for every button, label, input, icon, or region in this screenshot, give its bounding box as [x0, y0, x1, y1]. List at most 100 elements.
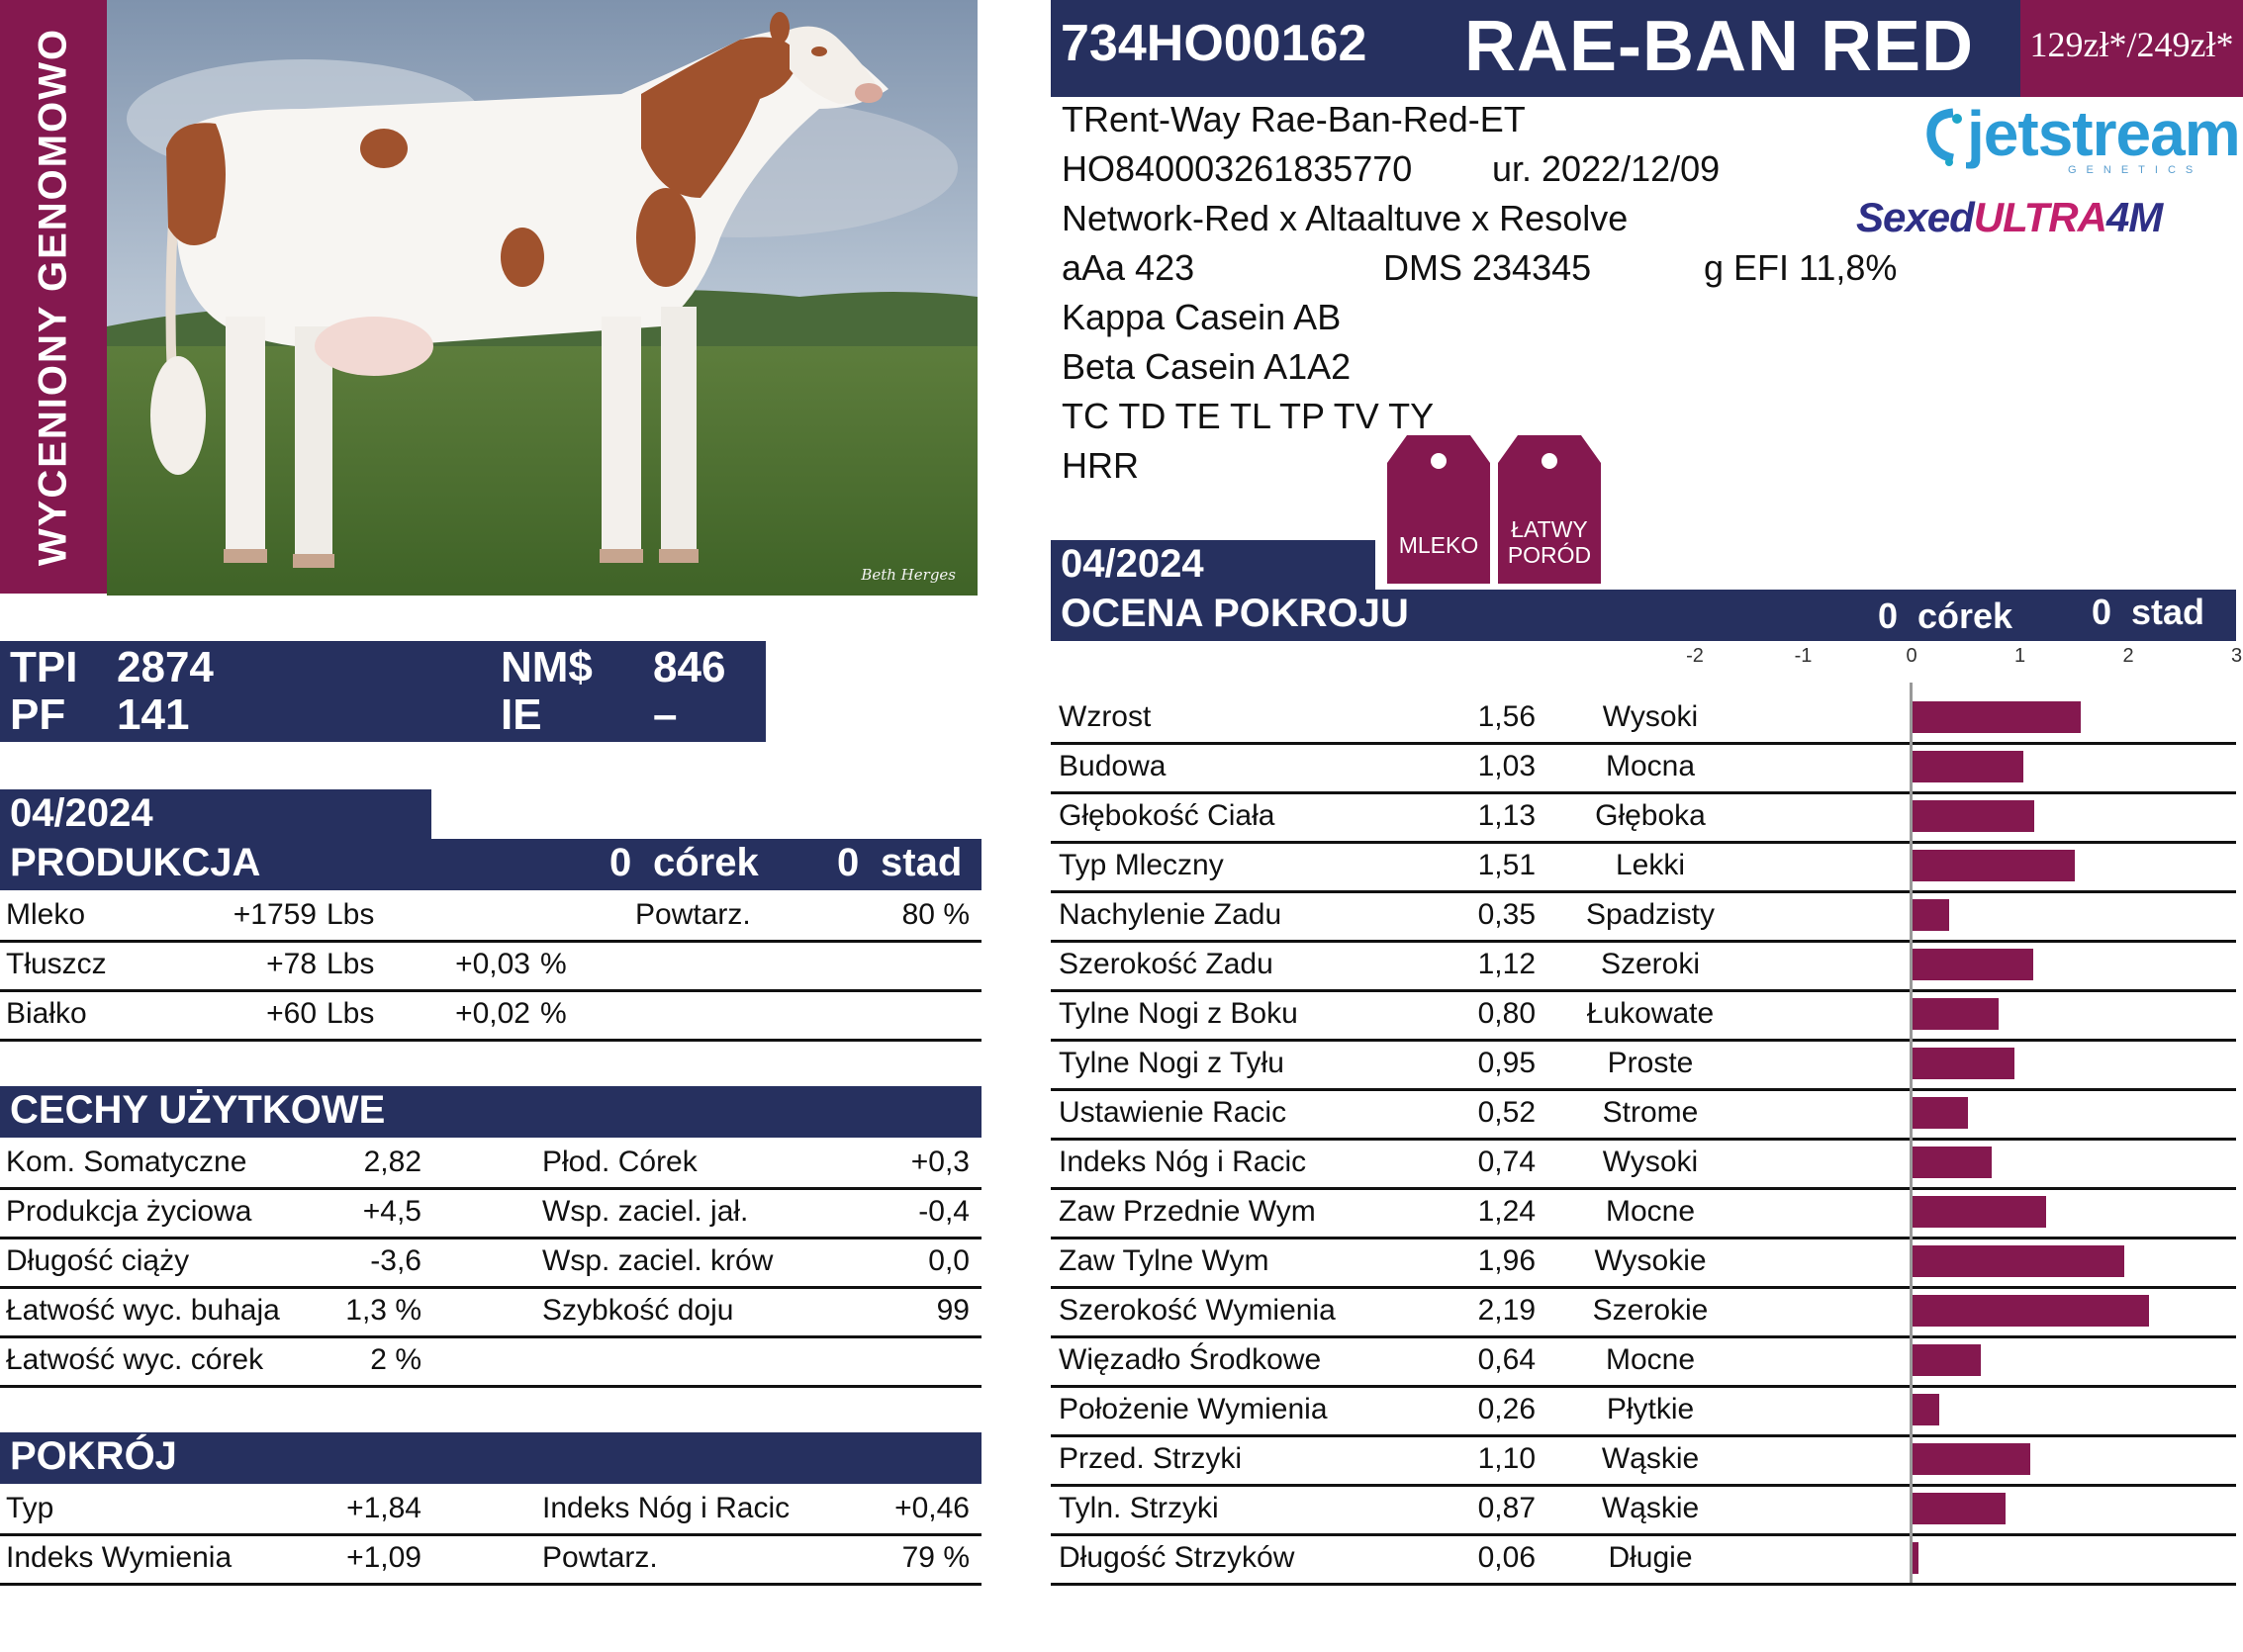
- tag-easy-calving: ŁATWY PORÓD: [1498, 435, 1601, 584]
- hrr-label: HRR: [1062, 445, 1139, 486]
- trait-description: Mocne: [1605, 1195, 1696, 1228]
- trait-value: 0,64: [1477, 1343, 1536, 1376]
- row-value: 2 %: [370, 1343, 421, 1376]
- trait-row: Typ Mleczny 1,51 Lekki: [1051, 841, 2236, 893]
- trait-description: Szerokie: [1592, 1294, 1709, 1327]
- nm-label: NM$: [501, 643, 593, 691]
- pf-value: 141: [117, 690, 190, 739]
- conformation-row: Typ +1,84 Indeks Nóg i Racic +0,46: [0, 1484, 981, 1536]
- row-pct-unit: %: [540, 948, 567, 980]
- price-text: 129zł*/249zł*: [2029, 25, 2234, 64]
- trait-value: 0,80: [1477, 997, 1536, 1030]
- sexed-text: Sexed: [1856, 194, 1975, 240]
- type-herds-label: stad: [2131, 592, 2205, 632]
- tag-milk: MLEKO: [1387, 435, 1490, 584]
- production-date-bar: 04/2024: [0, 789, 431, 841]
- production-header: PRODUKCJA 0 córek 0 stad: [0, 839, 981, 890]
- trait-description: Proste: [1607, 1047, 1694, 1079]
- axis-tick-label: 3: [2230, 645, 2243, 667]
- tpi-value: 2874: [117, 643, 214, 691]
- row-value: +78: [266, 948, 317, 980]
- traits-row: Kom. Somatyczne 2,82 Płod. Córek +0,3: [0, 1138, 981, 1190]
- trait-description: Wąskie: [1601, 1492, 1700, 1524]
- production-date: 04/2024: [10, 791, 153, 835]
- trait-label: Tyln. Strzyki: [1059, 1492, 1219, 1524]
- row-label-2: Powtarz.: [542, 1541, 658, 1574]
- trait-value: 1,13: [1477, 799, 1536, 832]
- trait-bar: [1912, 1394, 1940, 1425]
- trait-value: 0,06: [1477, 1541, 1536, 1574]
- trait-bar: [1912, 1542, 1918, 1574]
- traits-row: Łatwość wyc. córek 2 %: [0, 1335, 981, 1388]
- axis-tick-label: 0: [1906, 645, 1917, 667]
- beta-casein: Beta Casein A1A2: [1062, 346, 1352, 387]
- row-pct: +0,02: [455, 997, 530, 1030]
- aaa-code: aAa 423: [1062, 247, 1195, 288]
- row-label: Typ: [6, 1492, 54, 1524]
- production-daughters-num: 0: [609, 841, 632, 884]
- sexed-ultra-logo: SexedULTRA4M: [1856, 194, 2163, 241]
- trait-bar: [1912, 850, 2076, 881]
- trait-row: Więzadło Środkowe 0,64 Mocne: [1051, 1335, 2236, 1388]
- trait-value: 0,26: [1477, 1393, 1536, 1425]
- trait-description: Lekki: [1615, 849, 1686, 881]
- tag-easy-label-1: ŁATWY: [1511, 516, 1588, 542]
- haplotypes: TC TD TE TL TP TV TY: [1062, 396, 1435, 436]
- trait-bar: [1912, 1443, 2031, 1475]
- trait-label: Przed. Strzyki: [1059, 1442, 1243, 1475]
- row-value: +1759: [233, 898, 317, 931]
- trait-description: Strome: [1602, 1096, 1699, 1129]
- row-value: 1,3 %: [345, 1294, 421, 1327]
- production-row: Mleko +1759 Lbs Powtarz. 80 %: [0, 890, 981, 943]
- bull-code: 734HO00162: [1061, 15, 1367, 72]
- trait-description: Wysoki: [1602, 1146, 1699, 1178]
- trait-row: Szerokość Zadu 1,12 Szeroki: [1051, 940, 2236, 992]
- bull-name: RAE-BAN RED: [1464, 7, 1974, 86]
- trait-bar: [1912, 1196, 2046, 1228]
- trait-description: Łukowate: [1586, 997, 1715, 1030]
- axis-tick-label: 2: [2122, 645, 2134, 667]
- header-bar: 734HO00162 RAE-BAN RED: [1051, 0, 2020, 97]
- trait-description: Wysokie: [1594, 1244, 1707, 1277]
- row-value: +1,09: [346, 1541, 421, 1574]
- row-unit: Lbs: [327, 898, 375, 931]
- trait-row: Budowa 1,03 Mocna: [1051, 742, 2236, 794]
- ultra-text: ULTRA: [1973, 194, 2107, 240]
- trait-row: Zaw Tylne Wym 1,96 Wysokie: [1051, 1237, 2236, 1289]
- trait-bar: [1912, 701, 2081, 733]
- trait-label: Długość Strzyków: [1059, 1541, 1295, 1574]
- trait-label: Tylne Nogi z Tyłu: [1059, 1047, 1284, 1079]
- traits-row: Łatwość wyc. buhaja 1,3 % Szybkość doju …: [0, 1286, 981, 1338]
- type-herds-num: 0: [2092, 592, 2112, 632]
- trait-label: Szerokość Wymienia: [1059, 1294, 1336, 1327]
- photo-credit: Beth Herges: [861, 566, 956, 584]
- row-value: +60: [266, 997, 317, 1030]
- type-daughters-label: córek: [1917, 596, 2013, 636]
- tag-shape-icon: [1387, 435, 1490, 584]
- row-extra-value: 80 %: [901, 898, 970, 931]
- row-value: +1,84: [346, 1492, 421, 1524]
- tpi-label: TPI: [10, 643, 78, 691]
- trait-label: Położenie Wymienia: [1059, 1393, 1328, 1425]
- full-name: TRent-Way Rae-Ban-Red-ET: [1062, 99, 1526, 139]
- row-value: +4,5: [362, 1195, 421, 1228]
- trait-label: Więzadło Środkowe: [1059, 1343, 1322, 1376]
- row-pct-unit: %: [540, 997, 567, 1030]
- trait-label: Nachylenie Zadu: [1059, 898, 1282, 931]
- axis-tick-label: -2: [1686, 645, 1704, 667]
- ie-value: –: [653, 690, 678, 739]
- production-herds-num: 0: [837, 841, 860, 884]
- trait-bar: [1912, 1245, 2124, 1277]
- trait-bar: [1912, 1097, 1968, 1129]
- trait-label: Typ Mleczny: [1059, 849, 1224, 881]
- registration-number: HO840003261835770: [1062, 148, 1413, 189]
- production-daughters-label: córek: [653, 841, 759, 884]
- traits-title: CECHY UŻYTKOWE: [10, 1088, 386, 1132]
- trait-label: Ustawienie Racic: [1059, 1096, 1287, 1129]
- bull-photo: Beth Herges: [107, 0, 978, 596]
- axis-tick-label: -1: [1794, 645, 1813, 667]
- row-label-2: Szybkość doju: [542, 1294, 734, 1327]
- trait-value: 1,10: [1477, 1442, 1536, 1475]
- trait-value: 1,51: [1477, 849, 1536, 881]
- trait-value: 1,24: [1477, 1195, 1536, 1228]
